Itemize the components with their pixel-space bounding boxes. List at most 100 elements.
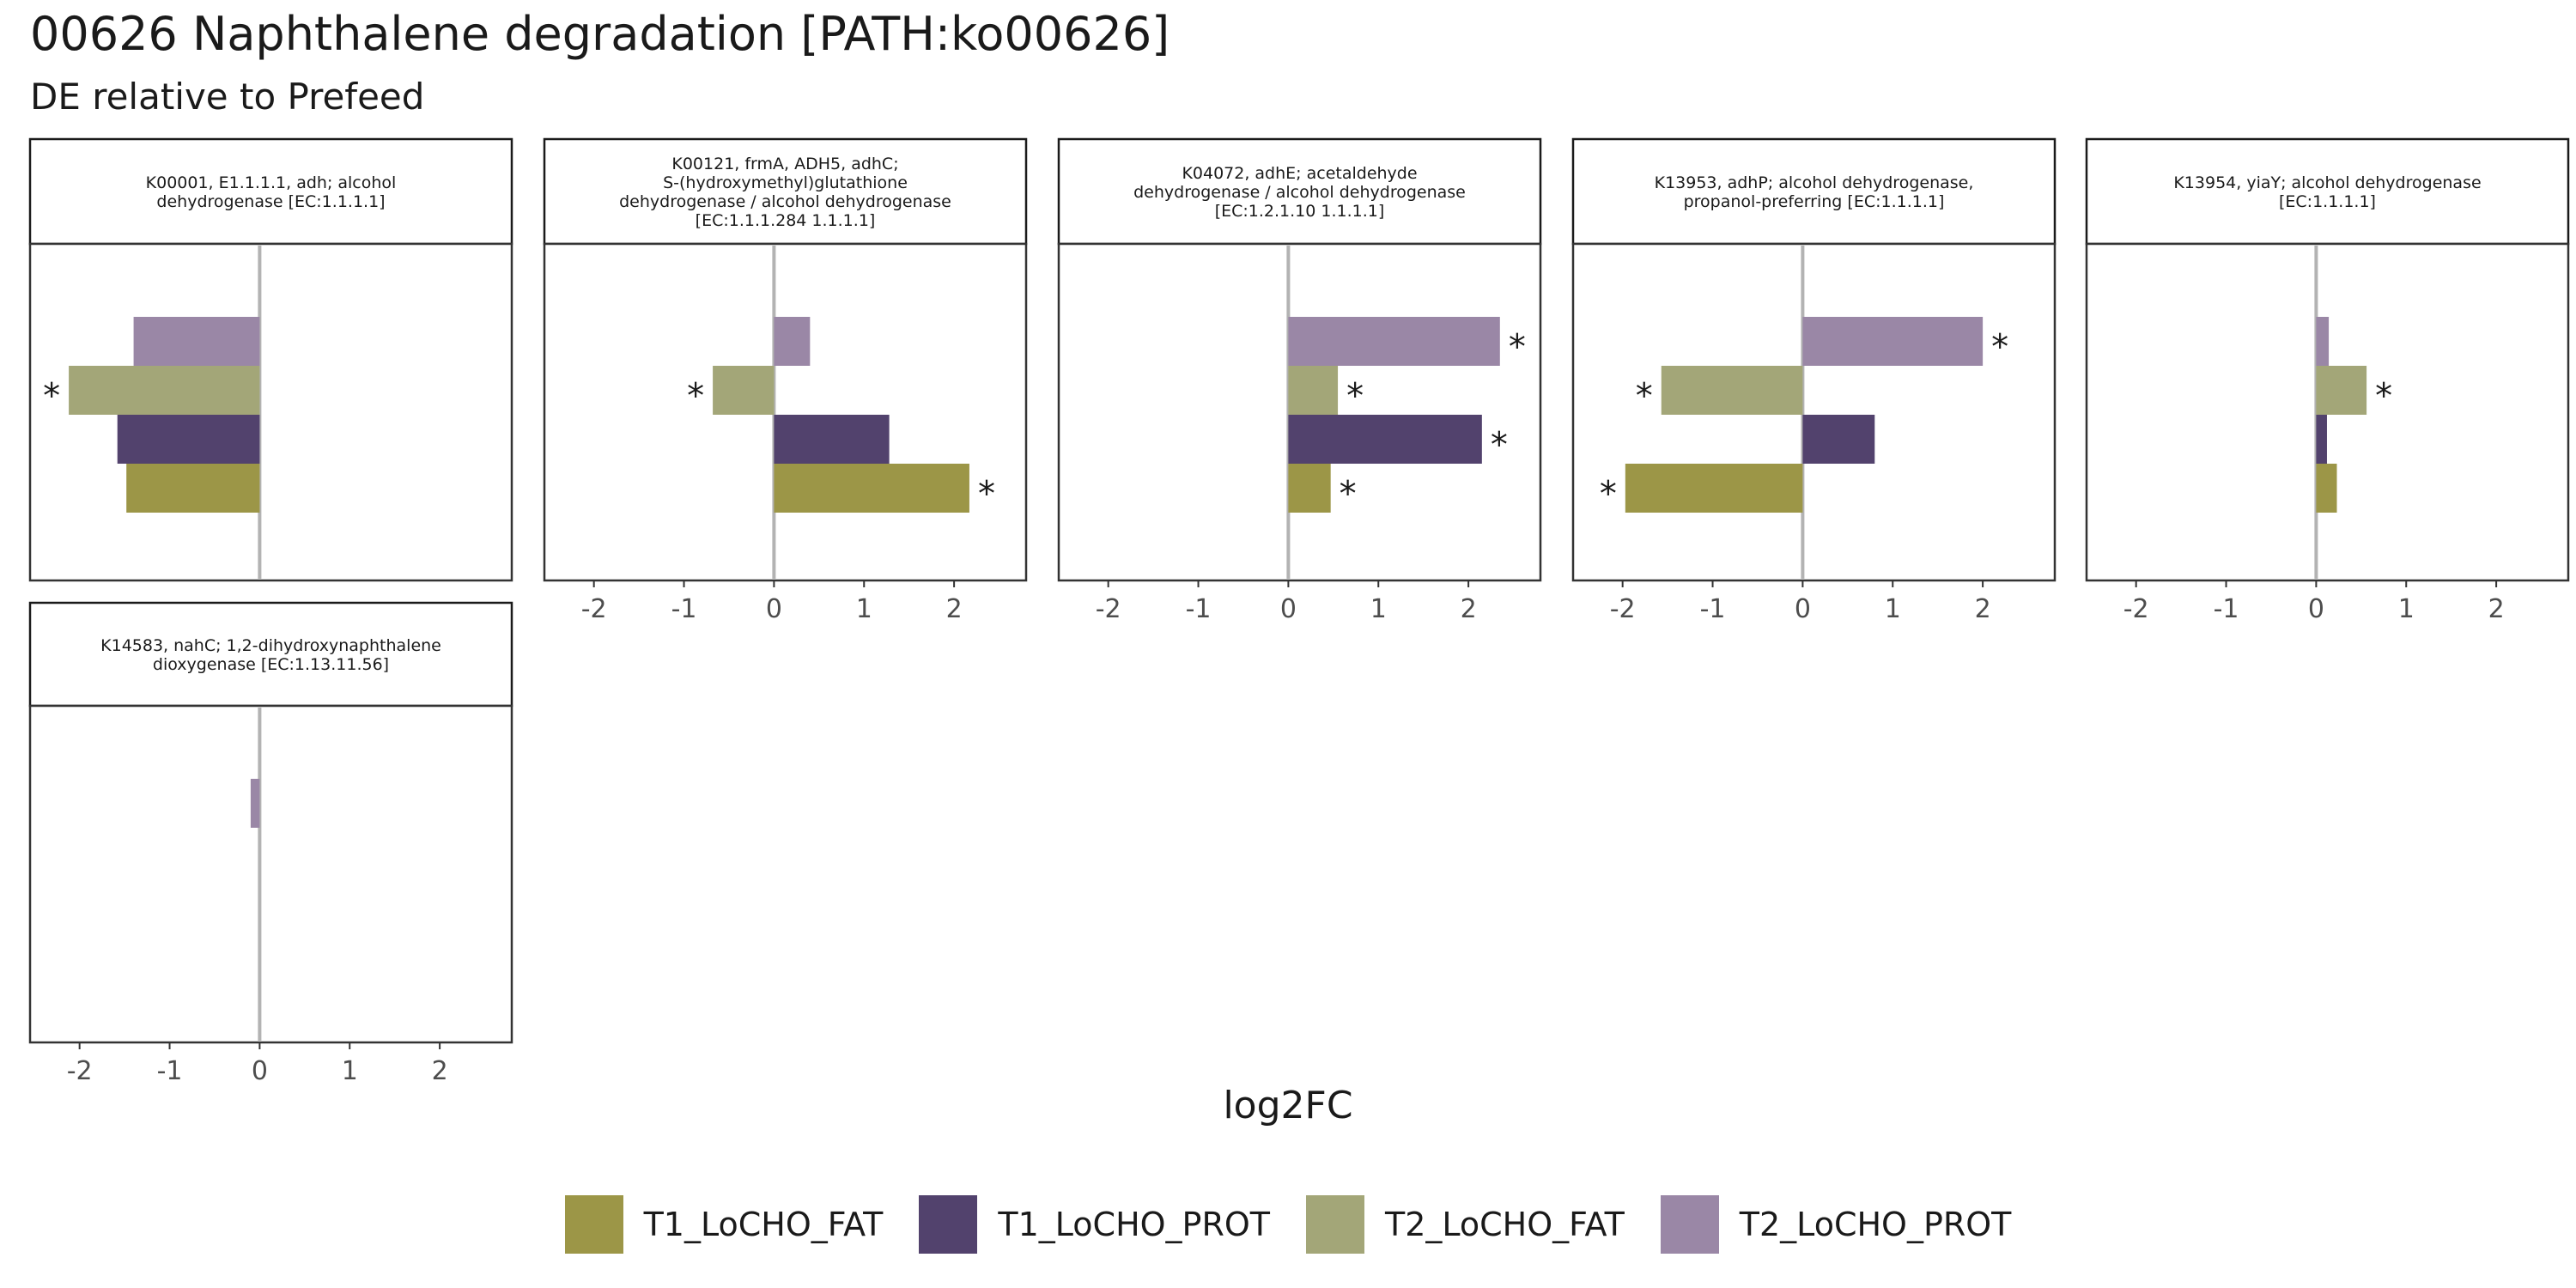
bar (69, 366, 260, 415)
panel-frame (28, 704, 513, 1044)
facet-strip-label: K13954, yiaY; alcohol dehydrogenase (2173, 173, 2481, 192)
facet-strip (543, 137, 1028, 246)
significance-star: * (2375, 377, 2392, 416)
x-tick-label: 2 (432, 1056, 448, 1086)
bar (1802, 317, 1984, 366)
chart-title: 00626 Naphthalene degradation [PATH:ko00… (30, 7, 1170, 61)
x-tick-label: -2 (1610, 594, 1636, 624)
bar (1288, 366, 1339, 415)
bar (2316, 366, 2367, 415)
chart-subtitle: DE relative to Prefeed (30, 76, 425, 118)
significance-star: * (978, 475, 995, 514)
bar (774, 317, 811, 366)
legend-swatch (919, 1195, 978, 1254)
x-tick-label: 2 (2488, 594, 2505, 624)
legend-item-t1-locho-prot: T1_LoCHO_PROT (919, 1195, 1270, 1254)
facet-panel: K00121, frmA, ADH5, adhC;S-(hydroxymethy… (543, 137, 1028, 624)
bar (1625, 464, 1803, 513)
legend-swatch (1306, 1195, 1364, 1254)
bar (117, 415, 260, 464)
facet-strip-label: S-(hydroxymethyl)glutathione (663, 173, 908, 192)
x-tick-label: 0 (766, 594, 782, 624)
bar (774, 415, 890, 464)
facet-strip-label: K00121, frmA, ADH5, adhC; (671, 155, 898, 173)
facet-panel: K00001, E1.1.1.1, adh; alcoholdehydrogen… (28, 137, 513, 582)
x-tick-label: -2 (1096, 594, 1121, 624)
facet-panel: K13954, yiaY; alcohol dehydrogenase[EC:1… (2085, 137, 2570, 624)
facet-panel: K04072, adhE; acetaldehydedehydrogenase … (1057, 137, 1542, 624)
x-tick-label: 2 (1461, 594, 1477, 624)
significance-star: * (1991, 328, 2008, 368)
facet-strip (1057, 137, 1542, 246)
facet-strip-label: [EC:1.2.1.10 1.1.1.1] (1215, 202, 1385, 221)
x-tick-label: 2 (1975, 594, 1991, 624)
x-tick-label: 1 (342, 1056, 358, 1086)
x-tick-label: 0 (1280, 594, 1297, 624)
facet-strip-label: dehydrogenase / alcohol dehydrogenase (1133, 183, 1466, 202)
facet-strip-label: [EC:1.1.1.1] (2279, 192, 2376, 211)
panel-frame (543, 242, 1028, 582)
x-tick-label: 0 (2308, 594, 2324, 624)
facet-panel: K13953, adhP; alcohol dehydrogenase,prop… (1571, 137, 2057, 624)
x-tick-label: -1 (671, 594, 697, 624)
legend-label: T2_LoCHO_FAT (1385, 1206, 1625, 1243)
bar (1288, 317, 1500, 366)
x-tick-label: 1 (1885, 594, 1901, 624)
bar (1802, 415, 1875, 464)
x-tick-label: -1 (1700, 594, 1726, 624)
bar (1661, 366, 1803, 415)
significance-star: * (687, 377, 704, 416)
legend-label: T1_LoCHO_FAT (643, 1206, 884, 1243)
x-tick-label: -1 (157, 1056, 183, 1086)
facet-strip-label: K00001, E1.1.1.1, adh; alcohol (146, 173, 397, 192)
legend-swatch (564, 1195, 623, 1254)
x-tick-label: 0 (1795, 594, 1811, 624)
legend-item-t2-locho-fat: T2_LoCHO_FAT (1306, 1195, 1625, 1254)
significance-star: * (1600, 475, 1617, 514)
significance-star: * (1491, 426, 1508, 465)
legend: T1_LoCHO_FAT T1_LoCHO_PROT T2_LoCHO_FAT … (0, 1194, 2576, 1255)
bar (126, 464, 260, 513)
legend-swatch (1660, 1195, 1719, 1254)
legend-item-t1-locho-fat: T1_LoCHO_FAT (564, 1195, 884, 1254)
x-tick-label: 1 (1370, 594, 1387, 624)
bar (2316, 317, 2330, 366)
facet-strip-label: [EC:1.1.1.284 1.1.1.1] (696, 211, 876, 230)
facet-panel: K14583, nahC; 1,2-dihydroxynaphthalenedi… (28, 601, 513, 1086)
bar (1288, 464, 1331, 513)
x-tick-label: -2 (581, 594, 607, 624)
facet-strip-label: K13953, adhP; alcohol dehydrogenase, (1655, 173, 1974, 192)
facet-strip (28, 601, 513, 708)
bar (1288, 415, 1482, 464)
significance-star: * (1346, 377, 1364, 416)
x-tick-label: 1 (2398, 594, 2415, 624)
facet-strip-label: K04072, adhE; acetaldehyde (1182, 164, 1417, 183)
panel-frame (1571, 242, 2057, 582)
facet-strip (2085, 137, 2570, 246)
bar (774, 464, 969, 513)
bar (2316, 415, 2327, 464)
significance-star: * (1509, 328, 1526, 368)
legend-label: T2_LoCHO_PROT (1739, 1206, 2012, 1243)
bar (133, 317, 260, 366)
significance-star: * (43, 377, 60, 416)
legend-label: T1_LoCHO_PROT (998, 1206, 1270, 1243)
x-tick-label: 1 (856, 594, 872, 624)
x-tick-label: 2 (946, 594, 963, 624)
x-tick-label: -2 (67, 1056, 93, 1086)
bar (2316, 464, 2337, 513)
x-axis-label: log2FC (1223, 1084, 1353, 1127)
x-tick-label: -1 (2214, 594, 2239, 624)
significance-star: * (1340, 475, 1357, 514)
significance-star: * (1636, 377, 1653, 416)
facet-strip-label: dehydrogenase / alcohol dehydrogenase (619, 192, 951, 211)
bar (713, 366, 775, 415)
x-tick-label: 0 (252, 1056, 268, 1086)
legend-item-t2-locho-prot: T2_LoCHO_PROT (1660, 1195, 2012, 1254)
x-tick-label: -1 (1186, 594, 1212, 624)
facet-strip-label: dioxygenase [EC:1.13.11.56] (153, 655, 389, 674)
facet-strip-label: propanol-preferring [EC:1.1.1.1] (1684, 192, 1945, 211)
facet-strip-label: K14583, nahC; 1,2-dihydroxynaphthalene (100, 636, 441, 655)
bar (250, 779, 260, 828)
